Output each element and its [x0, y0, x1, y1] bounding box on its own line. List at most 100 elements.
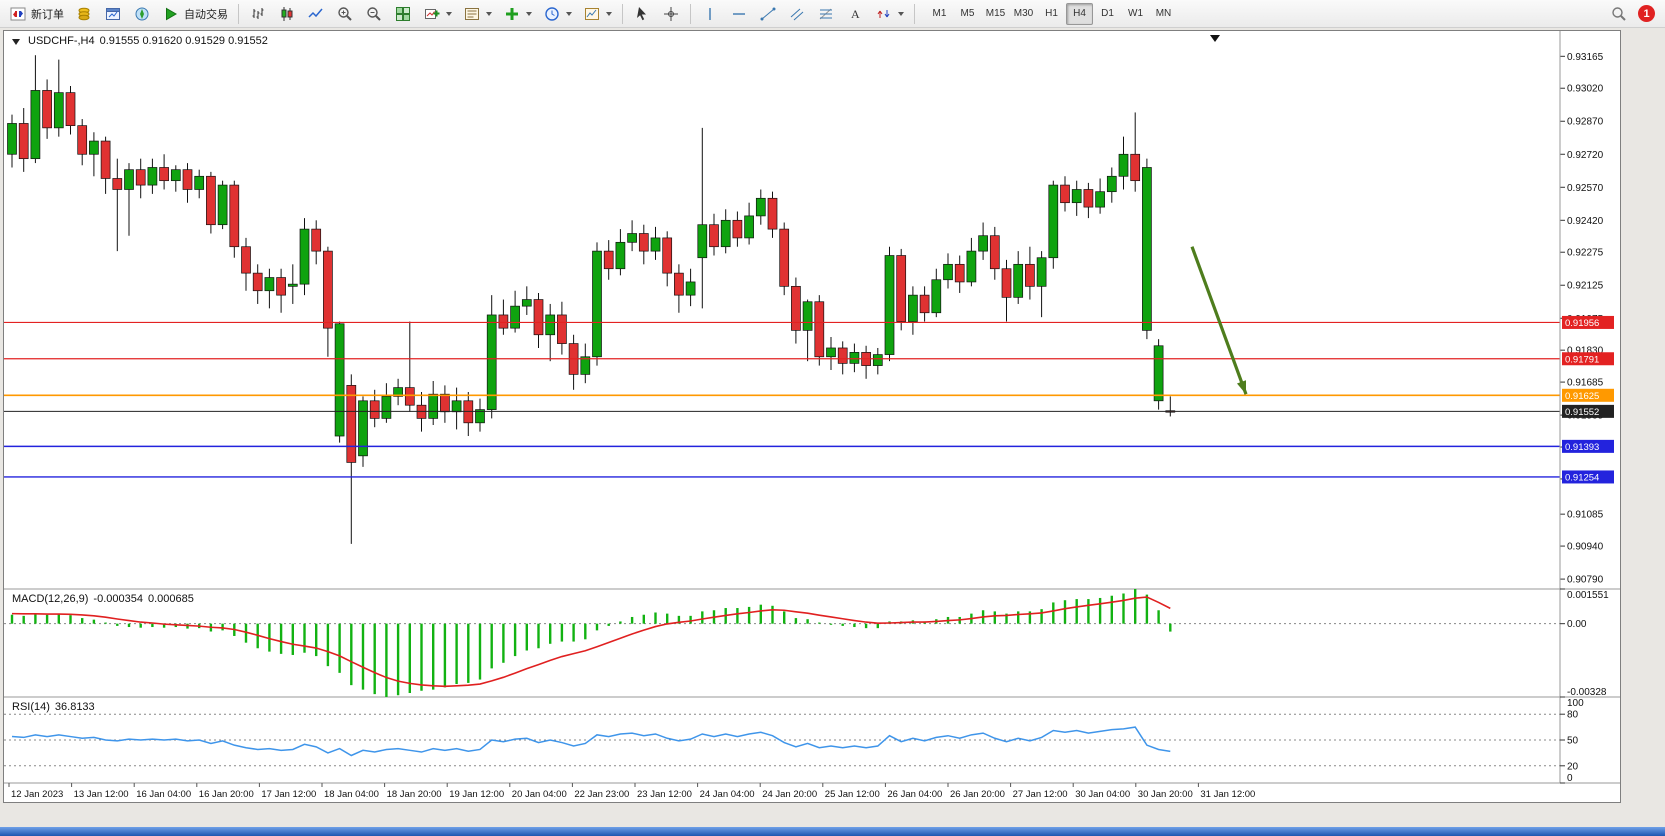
line-chart-icon[interactable]	[302, 3, 330, 25]
bar-chart-icon[interactable]	[244, 3, 272, 25]
svg-text:50: 50	[1567, 736, 1579, 747]
tile-windows-icon[interactable]	[389, 3, 417, 25]
dropdown-caret	[526, 11, 532, 16]
trendline-icon[interactable]	[754, 3, 782, 25]
svg-text:0.91625: 0.91625	[1565, 391, 1599, 402]
toolbar-separator	[914, 3, 915, 24]
chart-menu-caret[interactable]	[12, 39, 20, 49]
svg-text:0.90790: 0.90790	[1567, 575, 1604, 586]
svg-text:0.93165: 0.93165	[1567, 52, 1604, 63]
dropdown-caret	[566, 11, 572, 16]
svg-text:0.90940: 0.90940	[1567, 542, 1604, 553]
cursor-icon[interactable]	[628, 3, 656, 25]
zoom-in-icon[interactable]	[331, 3, 359, 25]
toolbar-separator	[622, 3, 623, 24]
svg-text:26 Jan 20:00: 26 Jan 20:00	[950, 789, 1005, 800]
horizontal-line-icon[interactable]	[725, 3, 753, 25]
svg-text:18 Jan 20:00: 18 Jan 20:00	[387, 789, 442, 800]
macd-signal-value: 0.000685	[147, 593, 194, 605]
svg-text:0.91552: 0.91552	[1565, 407, 1599, 418]
timeframe-button-h1[interactable]: H1	[1045, 8, 1058, 19]
add-indicator-button[interactable]	[498, 1, 537, 27]
fibonacci-icon[interactable]	[812, 3, 840, 25]
timeframe-button-mn[interactable]: MN	[1155, 8, 1172, 19]
rsi-label: RSI(14) 36.8133	[12, 701, 95, 713]
svg-text:17 Jan 12:00: 17 Jan 12:00	[261, 789, 316, 800]
svg-text:0.92720: 0.92720	[1567, 150, 1604, 161]
period-button[interactable]	[538, 1, 577, 27]
zoom-out-icon[interactable]	[360, 3, 388, 25]
data-window-icon[interactable]	[99, 3, 127, 25]
macd-value: -0.000354	[93, 593, 143, 605]
notification-badge[interactable]: 1	[1638, 5, 1655, 22]
rsi-name: RSI(14)	[12, 701, 50, 713]
svg-text:20: 20	[1567, 761, 1579, 772]
svg-text:0.91254: 0.91254	[1565, 472, 1599, 483]
add-indicator-icon	[503, 5, 521, 23]
timeframe-button-m5[interactable]: M5	[960, 8, 975, 19]
svg-text:19 Jan 12:00: 19 Jan 12:00	[449, 789, 504, 800]
dropdown-caret	[898, 11, 904, 16]
new-chart-button[interactable]	[418, 1, 457, 27]
timeframe-group: M1 M5 M15 M30 H1 H4 D1 W1 MN	[926, 2, 1177, 25]
new-order-label: 新订单	[31, 8, 64, 21]
svg-text:0.91393: 0.91393	[1565, 442, 1599, 453]
macd-name: MACD(12,26,9)	[12, 593, 89, 605]
svg-text:80: 80	[1567, 710, 1579, 721]
new-order-button[interactable]: 新订单	[4, 1, 69, 27]
template-icon	[583, 5, 601, 23]
chart-canvas[interactable]: 0.93165 0.93020 0.92870 0.92720 0.92570 0.924…	[4, 31, 1620, 802]
svg-text:0.91685: 0.91685	[1567, 378, 1604, 389]
svg-text:22 Jan 23:00: 22 Jan 23:00	[574, 789, 629, 800]
svg-text:-0.00328: -0.00328	[1567, 687, 1607, 698]
svg-text:0.92870: 0.92870	[1567, 117, 1604, 128]
svg-text:A: A	[851, 7, 860, 21]
auto-trading-button[interactable]: 自动交易	[157, 1, 233, 27]
symbol-label: USDCHF-,H4	[28, 35, 95, 47]
rsi-value: 36.8133	[54, 701, 95, 713]
arrows-button[interactable]	[870, 1, 909, 27]
profiles-button[interactable]	[458, 1, 497, 27]
ohlc-values: 0.91555 0.91620 0.91529 0.91552	[99, 35, 268, 47]
text-label-icon[interactable]: A	[841, 3, 869, 25]
timeframe-button-m1[interactable]: M1	[932, 8, 947, 19]
svg-text:26 Jan 04:00: 26 Jan 04:00	[887, 789, 942, 800]
svg-text:24 Jan 20:00: 24 Jan 20:00	[762, 789, 817, 800]
svg-text:0.92125: 0.92125	[1567, 281, 1604, 292]
chart-window: 0.93165 0.93020 0.92870 0.92720 0.92570 0.924…	[3, 30, 1621, 803]
svg-text:30 Jan 04:00: 30 Jan 04:00	[1075, 789, 1130, 800]
market-watch-icon[interactable]	[70, 3, 98, 25]
toolbar-separator	[238, 3, 239, 24]
main-toolbar: 新订单 自动交易	[0, 0, 1665, 28]
search-icon[interactable]	[1605, 3, 1633, 25]
vertical-line-icon[interactable]	[696, 3, 724, 25]
timeframe-button-m30[interactable]: M30	[1013, 8, 1034, 19]
template-button[interactable]	[578, 1, 617, 27]
new-chart-icon	[423, 5, 441, 23]
channel-icon[interactable]	[783, 3, 811, 25]
svg-text:25 Jan 12:00: 25 Jan 12:00	[825, 789, 880, 800]
toolbar-separator	[690, 3, 691, 24]
svg-text:0.92420: 0.92420	[1567, 216, 1604, 227]
svg-text:24 Jan 04:00: 24 Jan 04:00	[700, 789, 755, 800]
timeframe-button-h4[interactable]: H4	[1066, 2, 1093, 25]
svg-text:31 Jan 12:00: 31 Jan 12:00	[1200, 789, 1255, 800]
play-icon	[162, 5, 180, 23]
timeframe-button-d1[interactable]: D1	[1101, 8, 1114, 19]
svg-text:0.91956: 0.91956	[1565, 318, 1599, 329]
svg-text:18 Jan 04:00: 18 Jan 04:00	[324, 789, 379, 800]
svg-text:0.91791: 0.91791	[1565, 354, 1599, 365]
svg-text:13 Jan 12:00: 13 Jan 12:00	[74, 789, 129, 800]
crosshair-icon[interactable]	[657, 3, 685, 25]
new-order-icon	[9, 5, 27, 23]
dropdown-caret	[446, 11, 452, 16]
svg-text:0.92570: 0.92570	[1567, 183, 1604, 194]
timeframe-button-w1[interactable]: W1	[1128, 8, 1143, 19]
timeframe-button-m15[interactable]: M15	[985, 8, 1006, 19]
svg-text:0.92275: 0.92275	[1567, 248, 1604, 259]
navigator-icon[interactable]	[128, 3, 156, 25]
svg-text:0.91830: 0.91830	[1567, 346, 1604, 357]
taskbar-edge	[0, 827, 1665, 836]
arrows-icon	[875, 5, 893, 23]
candlestick-chart-icon[interactable]	[273, 3, 301, 25]
